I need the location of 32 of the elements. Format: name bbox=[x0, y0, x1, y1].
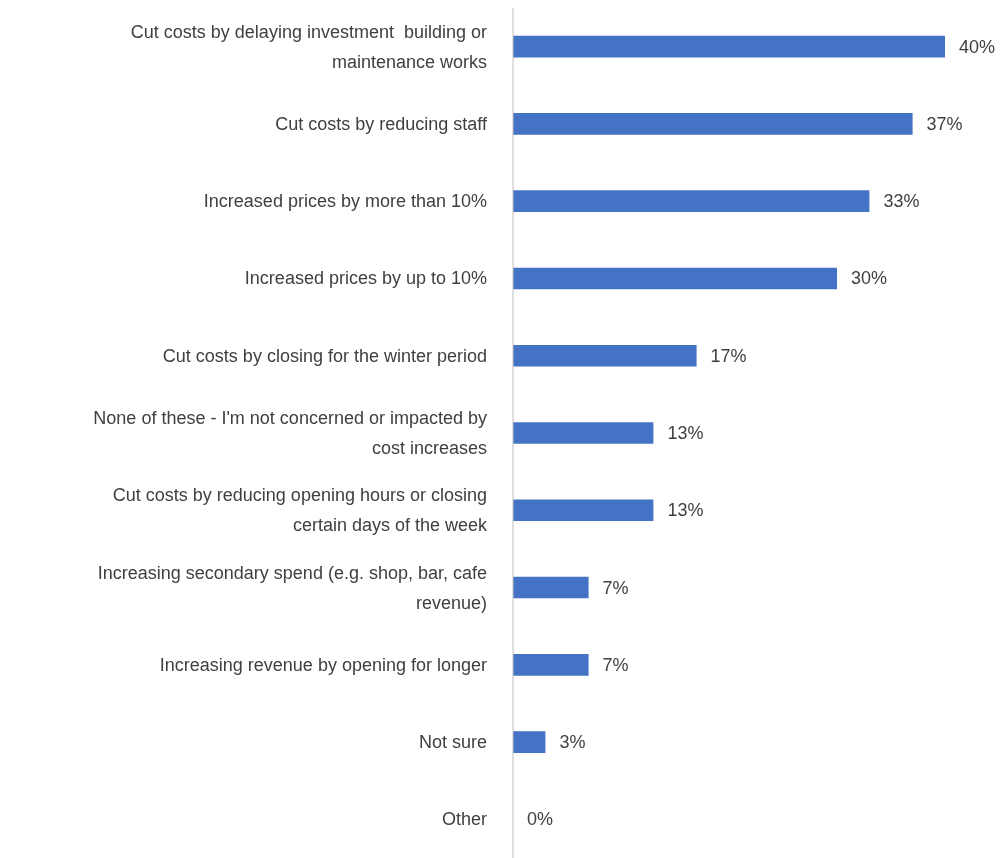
bar bbox=[513, 344, 697, 367]
bar bbox=[513, 654, 589, 676]
data-label: 13% bbox=[667, 500, 704, 521]
y-tick-label: Cut costs by reducing opening hours or closing certain days of the week bbox=[112, 485, 488, 536]
data-label: 33% bbox=[883, 191, 920, 212]
bar bbox=[513, 422, 654, 444]
bar bbox=[513, 499, 654, 522]
bar bbox=[513, 731, 546, 753]
bar bbox=[513, 35, 945, 58]
y-tick-label: Increasing revenue by opening for longer bbox=[159, 654, 487, 675]
data-label: 17% bbox=[710, 345, 747, 366]
y-tick-label: None of these - I'm not concerned or impacted by cost increases bbox=[93, 408, 487, 458]
y-tick-label: Increased prices by more than 10% bbox=[203, 191, 487, 212]
bar bbox=[513, 267, 837, 290]
bar bbox=[513, 113, 913, 135]
data-label: 40% bbox=[959, 36, 996, 57]
data-label: 0% bbox=[527, 809, 554, 830]
data-label: 3% bbox=[559, 732, 586, 753]
y-tick-label: Cut costs by reducing staff bbox=[275, 113, 488, 134]
y-tick-label: Increasing secondary spend (e.g. shop, bar, cafe revenue) bbox=[97, 562, 487, 613]
data-label: 7% bbox=[602, 577, 629, 598]
bar bbox=[513, 576, 589, 599]
y-tick-label: Not sure bbox=[418, 732, 487, 753]
data-label: 37% bbox=[926, 113, 963, 134]
data-label: 7% bbox=[602, 654, 629, 675]
data-label: 30% bbox=[851, 268, 888, 289]
y-tick-label: Cut costs by delaying investment building or maintenance works bbox=[130, 21, 487, 72]
data-label: 13% bbox=[667, 423, 704, 443]
y-tick-label: Cut costs by closing for the winter period bbox=[162, 345, 487, 366]
bar bbox=[513, 190, 870, 212]
y-tick-label: Increased prices by up to 10% bbox=[244, 268, 487, 289]
y-tick-label: Other bbox=[441, 809, 487, 830]
